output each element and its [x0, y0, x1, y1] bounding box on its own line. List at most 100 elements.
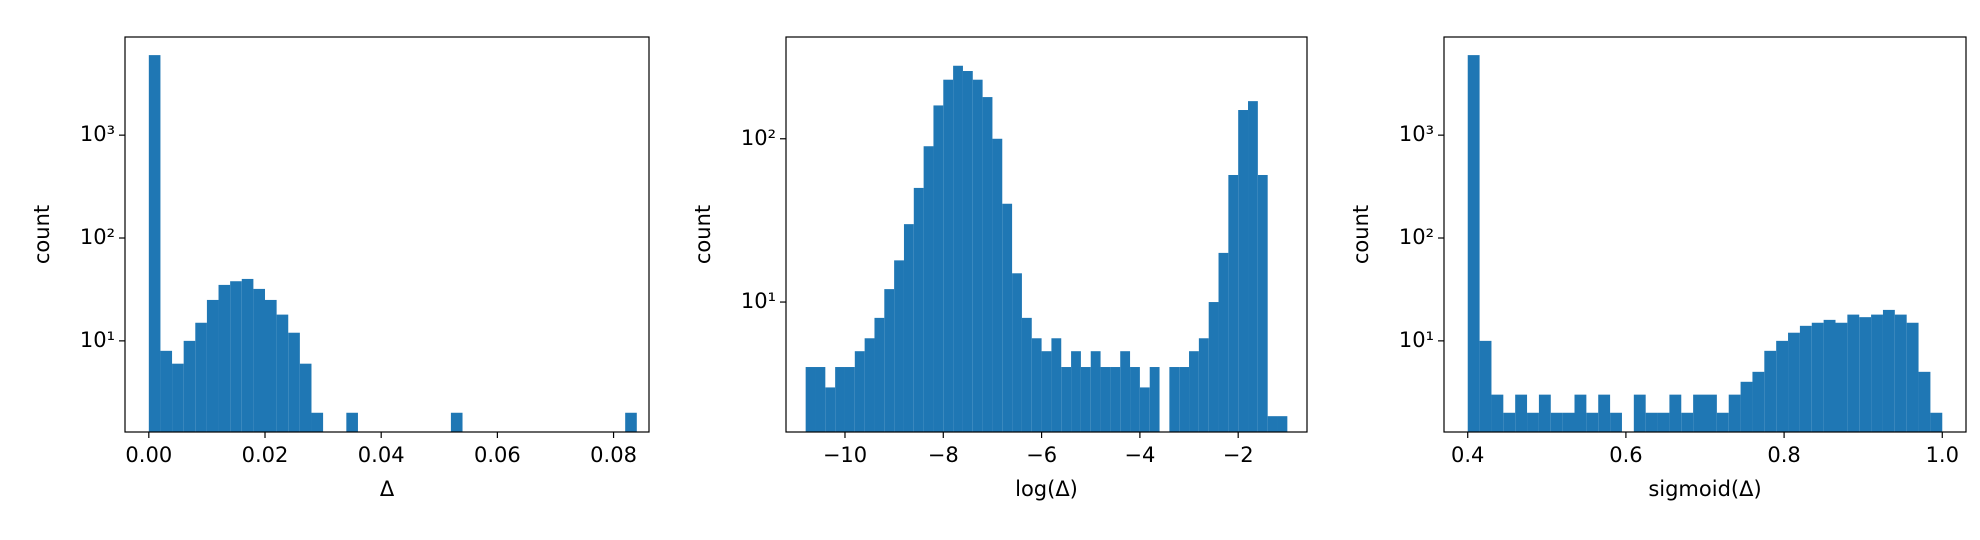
bar [1479, 340, 1492, 432]
bar [1574, 394, 1587, 432]
bar [1120, 351, 1131, 432]
bar [206, 299, 219, 432]
bar [1776, 340, 1789, 432]
bar [1169, 367, 1180, 432]
bar [172, 363, 184, 432]
bar [241, 278, 254, 432]
y-axis-label: count [30, 205, 54, 264]
bar [1693, 394, 1705, 432]
axes-frame [1443, 36, 1967, 433]
bar [1198, 338, 1209, 432]
bar [894, 260, 904, 432]
x-tick-label: −6 [1026, 443, 1057, 467]
bar [1503, 412, 1516, 432]
bar [1705, 394, 1717, 432]
bar [1788, 332, 1800, 432]
bar [1012, 273, 1022, 432]
x-tick-label: −4 [1124, 443, 1155, 467]
bar [1189, 351, 1199, 432]
x-tick-label: 0.6 [1609, 443, 1642, 467]
bar [253, 288, 266, 432]
y-tick-label: 10¹ [1399, 328, 1434, 352]
axes-frame [785, 36, 1308, 433]
bar [854, 351, 865, 432]
x-axis-label: Δ [380, 477, 395, 501]
y-tick-label: 10³ [80, 122, 115, 146]
bar [1764, 350, 1777, 432]
bar [864, 338, 875, 432]
x-tick-label: 0.02 [242, 443, 289, 467]
bar [1835, 322, 1848, 432]
bar [288, 332, 300, 432]
bar [815, 367, 826, 432]
bar [825, 387, 836, 432]
bar [1906, 322, 1919, 432]
bar [972, 79, 983, 432]
bar [160, 350, 173, 432]
bar [1930, 412, 1943, 432]
bar [1110, 367, 1121, 432]
bar [1859, 317, 1872, 432]
bar [1586, 412, 1599, 432]
bar [450, 412, 463, 432]
bar [1811, 322, 1824, 432]
bar [913, 187, 924, 432]
bar [1002, 203, 1013, 432]
bar [1267, 416, 1278, 432]
bar [1610, 412, 1622, 432]
x-tick-label: −10 [823, 443, 867, 467]
bar [230, 281, 242, 432]
x-tick-label: −8 [928, 443, 959, 467]
bar [1080, 367, 1091, 432]
bar [1071, 351, 1081, 432]
bar [1728, 394, 1741, 432]
bar [1550, 412, 1563, 432]
bar [1669, 394, 1682, 432]
bar [1894, 314, 1907, 432]
bar [1515, 394, 1528, 432]
bar [1208, 302, 1219, 432]
y-axis-label: count [691, 205, 715, 264]
bar [1061, 367, 1072, 432]
bar [1051, 338, 1062, 432]
bar [625, 412, 637, 432]
y-tick-label: 10² [1399, 225, 1434, 249]
bar [1633, 394, 1646, 432]
bar [992, 138, 1003, 432]
bar [933, 105, 944, 433]
y-axis-label: count [1349, 205, 1373, 264]
x-tick-label: −2 [1223, 443, 1254, 467]
bar [265, 299, 277, 432]
bar [923, 146, 934, 432]
bar [1149, 367, 1160, 432]
bar [805, 367, 816, 432]
bar [299, 363, 312, 432]
bar [1657, 412, 1670, 432]
bar [1752, 371, 1765, 432]
y-tick-label: 10² [80, 225, 115, 249]
y-tick-label: 10² [741, 126, 776, 150]
bar [1090, 351, 1101, 432]
y-tick-label: 10¹ [741, 289, 776, 313]
bar [1538, 394, 1551, 432]
bar [1277, 416, 1288, 432]
bar [835, 367, 845, 432]
bar [874, 317, 885, 432]
bar [844, 367, 855, 432]
bar [1179, 367, 1190, 432]
bar [1799, 325, 1812, 432]
bar [884, 289, 895, 432]
bar [1238, 110, 1249, 432]
x-tick-label: 0.8 [1767, 443, 1800, 467]
bar [953, 65, 963, 433]
y-tick-label: 10¹ [80, 328, 115, 352]
x-tick-label: 0.00 [125, 443, 172, 467]
bar [1100, 367, 1111, 432]
bar [218, 284, 231, 432]
x-tick-label: 0.4 [1451, 443, 1484, 467]
bar [1130, 367, 1140, 432]
x-tick-label: 0.06 [474, 443, 521, 467]
bar [1228, 174, 1239, 432]
